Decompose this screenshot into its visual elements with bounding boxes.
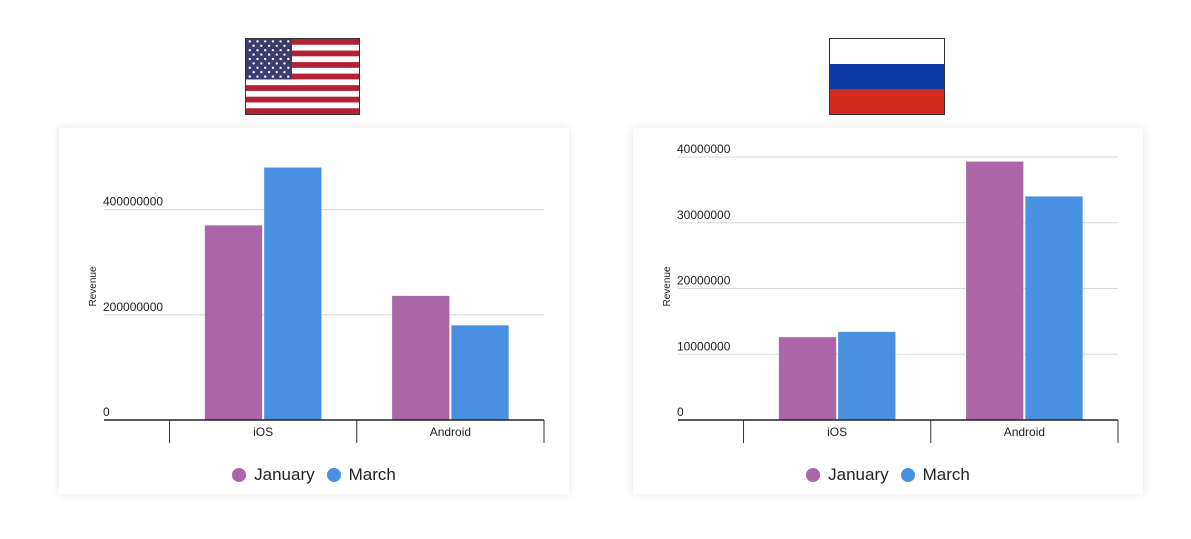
legend-item-march: March bbox=[326, 465, 396, 485]
bar-january-ios bbox=[778, 337, 837, 420]
y-tick-label: 400000000 bbox=[103, 195, 163, 209]
us-flag-icon bbox=[245, 38, 360, 115]
y-tick-label: 10000000 bbox=[677, 339, 731, 353]
bar-march-ios bbox=[264, 167, 322, 420]
x-category-label: iOS bbox=[827, 425, 847, 439]
y-axis-title: Revenue bbox=[662, 266, 673, 306]
x-category-label: Android bbox=[430, 425, 471, 439]
legend-label-january: January bbox=[828, 465, 889, 484]
bar-january-ios bbox=[204, 225, 263, 420]
x-category-label: iOS bbox=[253, 425, 273, 439]
russia-revenue-chart: 0 10000000 20000000 30000000 40000000 Revenue… bbox=[662, 142, 1119, 443]
y-axis-title: Revenue bbox=[88, 266, 99, 306]
bar-march-ios bbox=[838, 331, 896, 420]
russia-revenue-chart-card: 0 10000000 20000000 30000000 40000000 Revenue… bbox=[633, 128, 1143, 494]
y-tick-label: 30000000 bbox=[677, 208, 731, 222]
x-category-label: Android bbox=[1004, 425, 1045, 439]
chart-legend: January March bbox=[59, 465, 569, 485]
y-tick-label: 200000000 bbox=[103, 300, 163, 314]
bar-march-android bbox=[1025, 196, 1083, 420]
legend-swatch-january bbox=[232, 468, 247, 482]
legend-item-january: January bbox=[232, 465, 315, 485]
y-tick-label: 20000000 bbox=[677, 274, 731, 288]
bar-january-android bbox=[966, 161, 1024, 420]
legend-swatch-january bbox=[806, 468, 821, 482]
bar-march-android bbox=[451, 325, 509, 420]
legend-item-march: March bbox=[900, 465, 970, 485]
legend-swatch-march bbox=[326, 468, 341, 482]
y-tick-label: 0 bbox=[103, 405, 110, 419]
y-tick-label: 40000000 bbox=[677, 142, 731, 156]
legend-swatch-march bbox=[900, 468, 915, 482]
legend-label-march: March bbox=[922, 465, 970, 484]
us-revenue-chart: 0 200000000 400000000 Revenue iOS Android bbox=[88, 167, 545, 443]
russia-flag-icon bbox=[829, 38, 945, 115]
legend-label-january: January bbox=[254, 465, 315, 484]
legend-label-march: March bbox=[348, 465, 396, 484]
legend-item-january: January bbox=[806, 465, 889, 485]
chart-legend: January March bbox=[633, 465, 1143, 485]
us-revenue-chart-card: 0 200000000 400000000 Revenue iOS Android Jan… bbox=[59, 128, 569, 494]
bar-january-android bbox=[392, 295, 450, 420]
y-tick-label: 0 bbox=[677, 405, 684, 419]
